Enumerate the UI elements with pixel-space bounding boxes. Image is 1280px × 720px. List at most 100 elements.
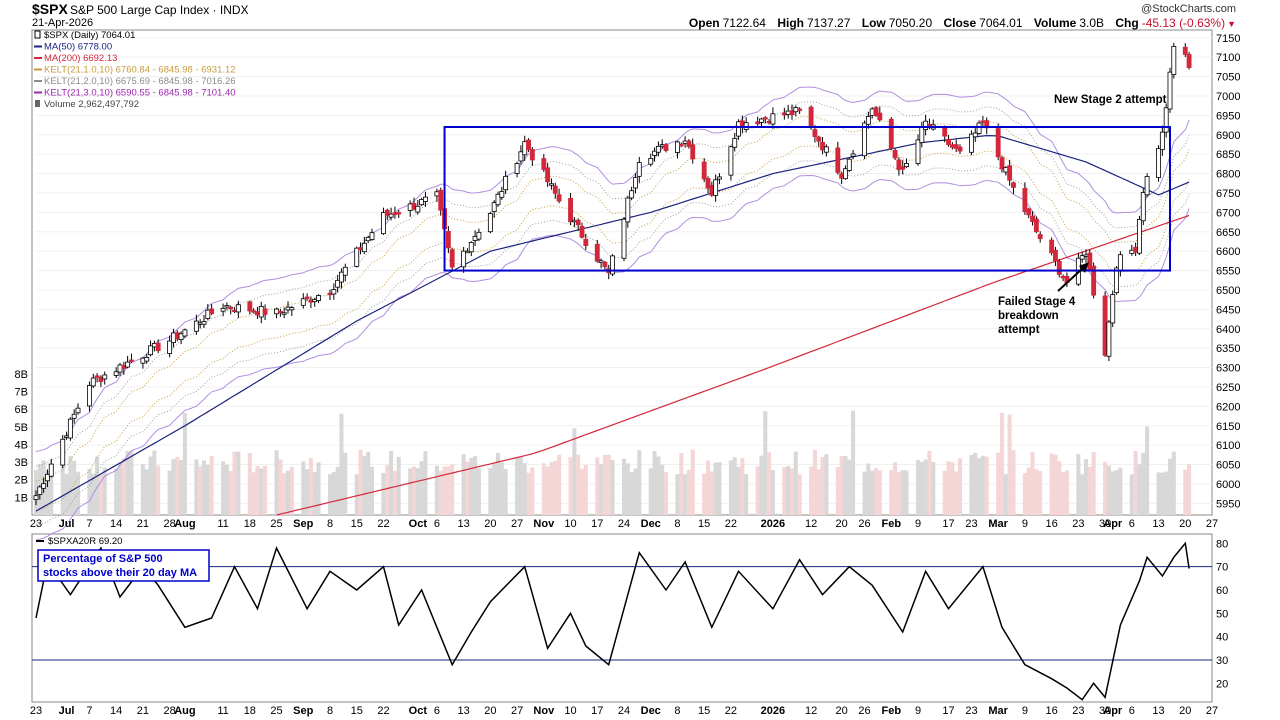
breadth-date-label: Mar xyxy=(988,705,1008,717)
open-value: 7122.64 xyxy=(722,16,766,30)
candle-body xyxy=(182,329,188,337)
candle-body xyxy=(1163,107,1169,133)
breadth-date-label: Aug xyxy=(174,705,195,717)
candle-body xyxy=(705,178,711,189)
price-date-label: 23 xyxy=(1072,518,1084,530)
volume-bar xyxy=(114,468,119,515)
candle-body xyxy=(1087,252,1093,270)
legend-entry: $SPX (Daily) 7064.01 xyxy=(44,30,135,41)
volume-bar xyxy=(896,471,901,515)
volume-bar xyxy=(1034,469,1039,515)
volume-bar xyxy=(343,452,348,515)
candle-body xyxy=(1171,45,1177,75)
price-tick-label: 6400 xyxy=(1216,324,1240,336)
volume-bar xyxy=(1083,459,1089,515)
candle-body xyxy=(728,146,734,176)
breadth-tick-label: 30 xyxy=(1216,655,1228,667)
volume-bar xyxy=(476,468,481,515)
stage4-arrow xyxy=(1057,267,1084,292)
candle-body xyxy=(675,141,680,153)
price-date-label: 24 xyxy=(618,518,630,530)
candle-body xyxy=(335,279,341,288)
candle-body xyxy=(220,307,226,312)
volume-bar xyxy=(156,465,161,515)
volume-bar xyxy=(446,466,451,515)
price-date-label: Mar xyxy=(988,518,1008,530)
price-date-label: 23 xyxy=(30,518,42,530)
candle-body xyxy=(625,197,631,223)
candle-body xyxy=(113,371,119,376)
volume-bar xyxy=(1129,474,1134,515)
candle-body xyxy=(594,243,600,262)
candle-body xyxy=(228,306,234,310)
volume-bar xyxy=(553,460,558,515)
breadth-date-label: 23 xyxy=(965,705,977,717)
candle-body xyxy=(384,209,390,216)
price-date-label: 2026 xyxy=(761,518,785,530)
candle-icon xyxy=(34,30,41,39)
candle-body xyxy=(388,213,394,218)
volume-bar xyxy=(1007,414,1012,515)
ma200-line xyxy=(276,214,1190,516)
volume-bar xyxy=(1137,464,1142,515)
breadth-date-label: 23 xyxy=(1072,705,1084,717)
volume-bar xyxy=(915,459,921,515)
volume-bar xyxy=(1167,458,1173,515)
candle-body xyxy=(514,162,520,174)
candle-body xyxy=(846,158,852,172)
candle-body xyxy=(541,158,547,170)
candle-body xyxy=(969,133,974,153)
volume-bar xyxy=(1080,474,1085,515)
volume-bar xyxy=(835,467,840,515)
volume-bar xyxy=(576,454,581,515)
price-date-label: 13 xyxy=(458,518,470,530)
candle-body xyxy=(1140,192,1146,222)
candle-body xyxy=(862,122,867,157)
candle-body xyxy=(423,196,428,202)
volume-bar xyxy=(1091,452,1096,515)
candle-body xyxy=(33,495,39,500)
candle-body xyxy=(755,121,761,125)
candle-body xyxy=(904,162,909,168)
volume-bar xyxy=(289,466,294,515)
breadth-date-label: Sep xyxy=(293,705,313,717)
candle-body xyxy=(942,127,948,137)
candle-body xyxy=(797,108,803,111)
volume-bar xyxy=(816,469,821,515)
volume-bar xyxy=(182,412,187,515)
volume-bar xyxy=(68,456,73,515)
volume-bar xyxy=(893,462,898,515)
candle-body xyxy=(808,106,814,128)
volume-bar xyxy=(740,457,745,515)
candle-body xyxy=(526,139,531,151)
candle-body xyxy=(732,138,738,148)
price-tick-label: 7150 xyxy=(1216,33,1240,45)
candle-body xyxy=(610,255,615,275)
volume-bar xyxy=(767,452,772,515)
price-tick-label: 5950 xyxy=(1216,498,1240,510)
volume-bar xyxy=(152,450,157,515)
volume-bars xyxy=(33,410,1192,515)
candle-body xyxy=(90,377,96,387)
candle-body xyxy=(1049,239,1055,254)
candle-body xyxy=(449,249,455,268)
volume-bar xyxy=(820,457,825,515)
volume-bar xyxy=(411,466,417,515)
volume-bar xyxy=(1171,451,1176,515)
volume-bar xyxy=(285,470,291,515)
volume-bar xyxy=(121,458,126,515)
breadth-date-label: 14 xyxy=(110,705,122,717)
volume-bar xyxy=(602,454,607,515)
candle-body xyxy=(129,359,134,362)
volume-tick-label: 4B xyxy=(15,439,28,451)
volume-bar xyxy=(1187,464,1192,515)
volume-bar xyxy=(117,462,123,515)
volume-bar xyxy=(980,455,985,515)
volume-bar xyxy=(1106,465,1111,515)
volume-bar xyxy=(824,454,829,515)
volume-bar xyxy=(851,410,856,515)
stage4-annotation-line1: Failed Stage 4 xyxy=(998,296,1076,308)
price-date-label: Jul xyxy=(59,518,75,530)
candle-body xyxy=(892,149,898,159)
